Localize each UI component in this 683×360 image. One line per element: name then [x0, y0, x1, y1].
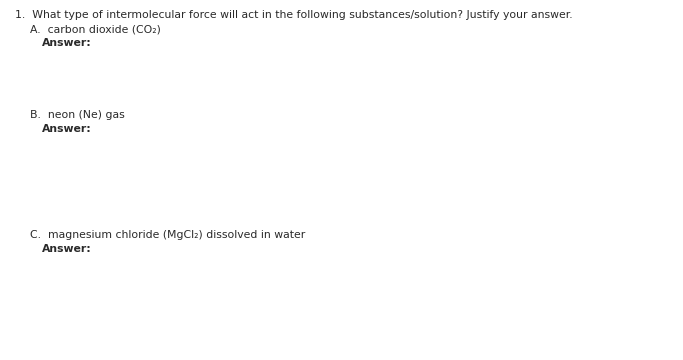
Text: Answer:: Answer:	[42, 244, 92, 254]
Text: A.  carbon dioxide (CO₂): A. carbon dioxide (CO₂)	[30, 24, 161, 34]
Text: 1.  What type of intermolecular force will act in the following substances/solut: 1. What type of intermolecular force wil…	[15, 10, 572, 20]
Text: B.  neon (Ne) gas: B. neon (Ne) gas	[30, 110, 125, 120]
Text: C.  magnesium chloride (MgCl₂) dissolved in water: C. magnesium chloride (MgCl₂) dissolved …	[30, 230, 305, 240]
Text: Answer:: Answer:	[42, 124, 92, 134]
Text: Answer:: Answer:	[42, 38, 92, 48]
